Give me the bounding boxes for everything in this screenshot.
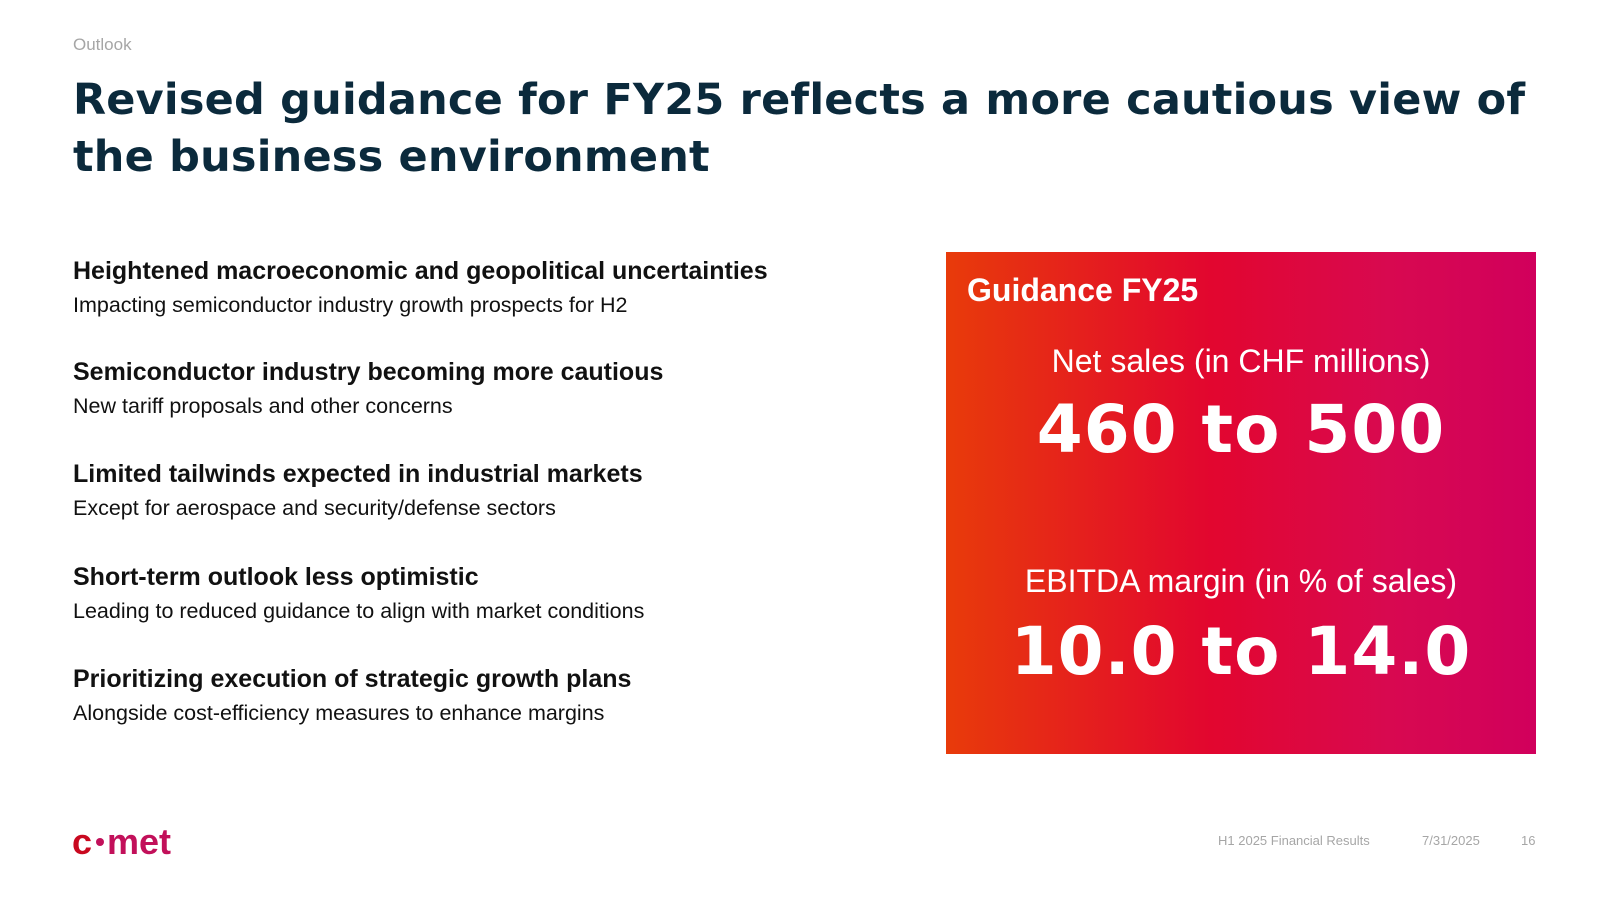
key-point-heading: Limited tailwinds expected in industrial… bbox=[73, 460, 643, 488]
key-point-heading: Prioritizing execution of strategic grow… bbox=[73, 665, 632, 693]
comet-logo: comet c met bbox=[72, 821, 171, 860]
ebitda-margin-label: EBITDA margin (in % of sales) bbox=[1024, 563, 1458, 599]
key-point: Heightened macroeconomic and geopolitica… bbox=[73, 255, 893, 319]
key-point-heading: Short-term outlook less optimistic bbox=[73, 563, 479, 591]
footer-date: 7/31/2025 bbox=[1422, 833, 1480, 848]
key-point: Limited tailwinds expected in industrial… bbox=[73, 458, 893, 522]
key-point-heading: Heightened macroeconomic and geopolitica… bbox=[73, 257, 768, 285]
net-sales-label: Net sales (in CHF millions) bbox=[1051, 343, 1431, 379]
key-point: Prioritizing execution of strategic grow… bbox=[73, 663, 893, 727]
logo-letters-met: met bbox=[107, 821, 171, 860]
footer-report-name: H1 2025 Financial Results bbox=[1218, 833, 1370, 848]
key-point-heading: Semiconductor industry becoming more cau… bbox=[73, 358, 664, 386]
guidance-title: Guidance FY25 bbox=[967, 272, 1199, 308]
net-sales-value: 460 to 500 bbox=[1036, 391, 1446, 468]
key-point-text: New tariff proposals and other concerns bbox=[73, 394, 453, 418]
section-label: Outlook bbox=[73, 35, 132, 54]
key-point-text: Alongside cost-efficiency measures to en… bbox=[73, 701, 605, 725]
key-point-text: Impacting semiconductor industry growth … bbox=[73, 293, 628, 317]
ebitda-margin-value: 10.0 to 14.0 bbox=[1010, 613, 1472, 690]
logo-dot bbox=[96, 838, 104, 846]
guidance-panel: Guidance FY25 Net sales (in CHF millions… bbox=[946, 252, 1536, 754]
key-point: Short-term outlook less optimistic Leadi… bbox=[73, 561, 893, 625]
page-title: Revised guidance for FY25 reflects a mor… bbox=[73, 75, 1526, 182]
page-number: 16 bbox=[1521, 833, 1536, 848]
key-point-text: Leading to reduced guidance to align wit… bbox=[73, 599, 645, 623]
key-point-text: Except for aerospace and security/defens… bbox=[73, 496, 556, 520]
key-point: Semiconductor industry becoming more cau… bbox=[73, 356, 893, 420]
logo-letter-c: c bbox=[72, 821, 92, 860]
